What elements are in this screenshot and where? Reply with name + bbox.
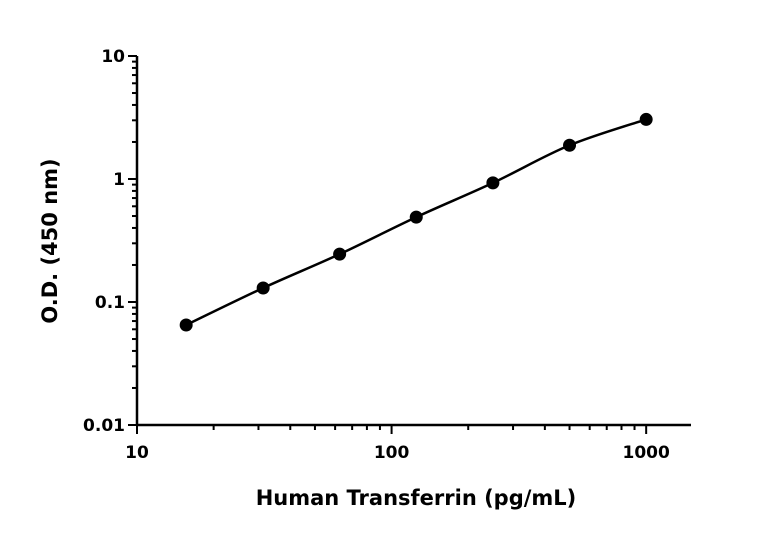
data-point [179,318,193,332]
x-tick-label: 10 [125,443,149,463]
x-tick-label: 100 [374,443,410,463]
y-tick-label: 10 [101,47,125,67]
data-point [639,112,653,126]
x-tick-label: 1000 [623,443,670,463]
data-point [333,247,347,261]
y-tick-label: 1 [113,170,125,190]
y-tick-label: 0.01 [83,416,125,436]
data-point [409,210,423,224]
data-point [563,138,577,152]
y-axis: 0.01 0.1 1 10 [83,47,139,436]
data-point [256,281,270,295]
y-tick-label: 0.1 [95,293,125,313]
data-point [486,176,500,190]
x-axis: 10 100 1000 [125,423,691,463]
x-axis-title: Human Transferrin (pg/mL) [256,486,577,510]
plot-area [179,112,653,332]
y-axis-title: O.D. (450 nm) [38,158,62,323]
